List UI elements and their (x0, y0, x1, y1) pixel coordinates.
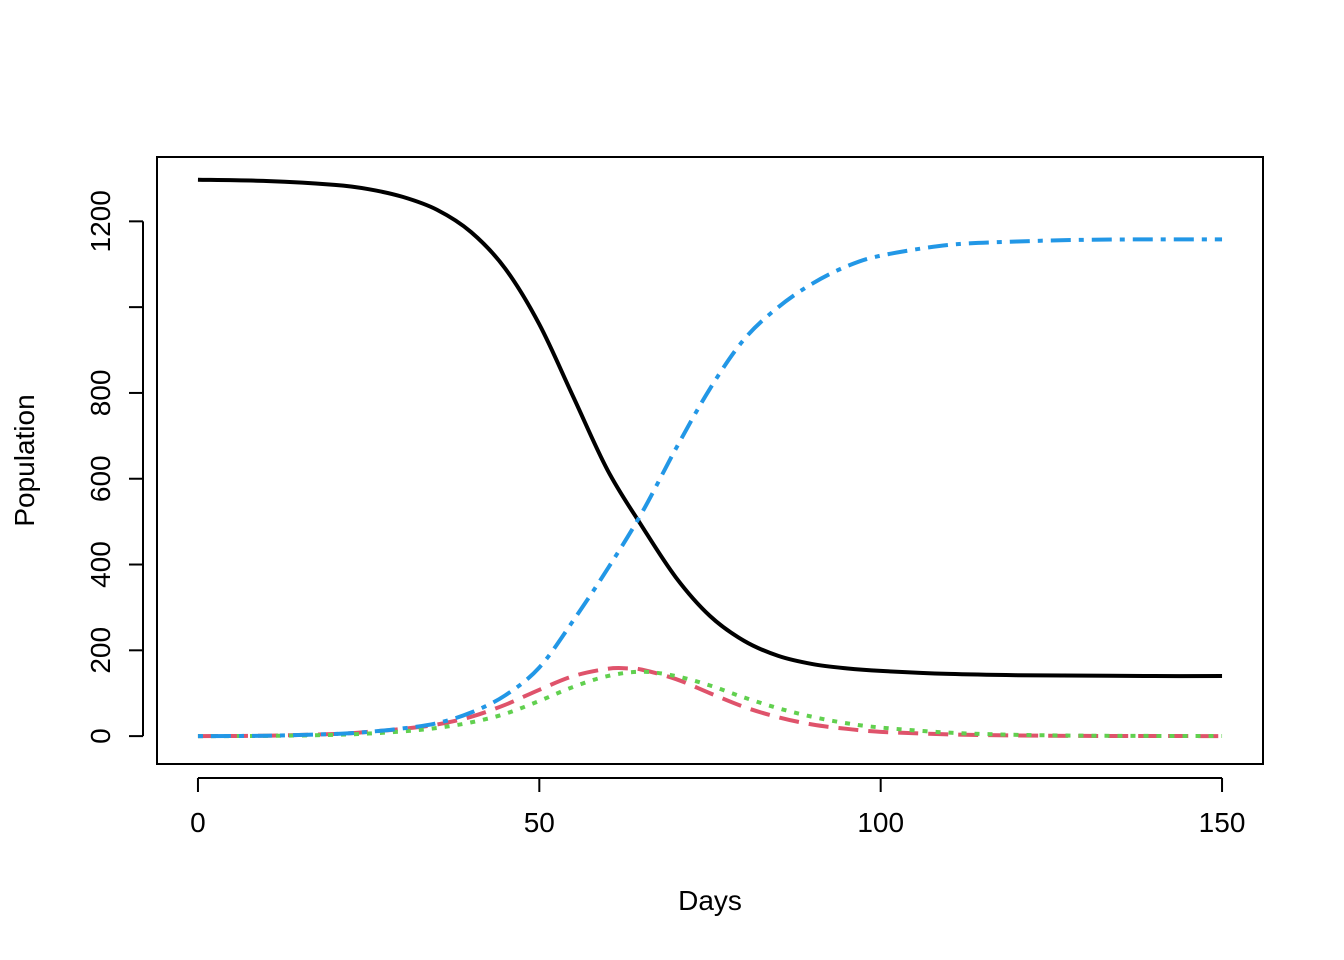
x-tick-label: 50 (524, 807, 555, 838)
x-axis-title: Days (678, 885, 742, 916)
plot-frame (156, 156, 1264, 765)
series-line-3 (197, 669, 1223, 739)
series-line-1 (197, 177, 1223, 679)
y-axis: 0 200 400 600 800 1200 (85, 190, 144, 744)
x-tick-label: 150 (1199, 807, 1246, 838)
x-axis: 0 50 100 150 (190, 777, 1246, 838)
y-tick-label: 1200 (85, 190, 116, 252)
y-tick-label: 200 (85, 627, 116, 674)
y-tick-label: 600 (85, 455, 116, 502)
y-axis-title: Population (9, 394, 40, 526)
y-tick-label: 800 (85, 370, 116, 417)
y-tick-label: 400 (85, 541, 116, 588)
x-tick-label: 0 (190, 807, 206, 838)
x-tick-label: 100 (857, 807, 904, 838)
y-tick-label: 0 (85, 728, 116, 744)
series-line-4 (197, 237, 1223, 739)
series-layer (197, 177, 1223, 739)
